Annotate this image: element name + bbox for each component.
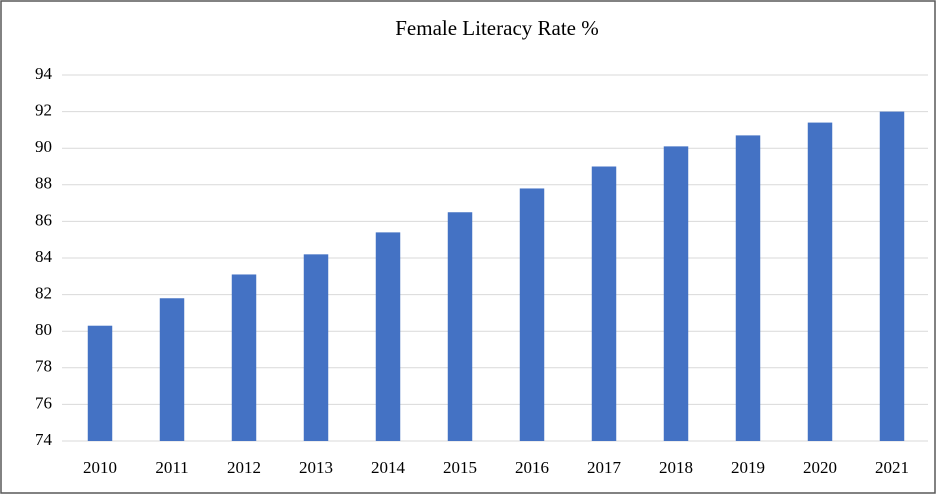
x-tick-label: 2013	[299, 458, 333, 477]
y-tick-label: 82	[35, 284, 52, 303]
bar	[447, 212, 473, 441]
y-tick-label: 86	[35, 210, 52, 229]
bar	[735, 135, 761, 441]
bar	[87, 325, 113, 441]
y-tick-label: 78	[35, 357, 52, 376]
x-tick-label: 2018	[659, 458, 693, 477]
y-tick-label: 76	[35, 393, 52, 412]
bar	[807, 122, 833, 441]
y-tick-label: 88	[35, 174, 52, 193]
y-tick-label: 74	[35, 430, 53, 449]
bar	[231, 274, 257, 441]
y-tick-label: 92	[35, 101, 52, 120]
x-tick-label: 2021	[875, 458, 909, 477]
x-tick-label: 2011	[155, 458, 188, 477]
x-tick-label: 2012	[227, 458, 261, 477]
y-tick-label: 80	[35, 320, 52, 339]
x-tick-label: 2010	[83, 458, 117, 477]
chart-title: Female Literacy Rate %	[395, 16, 599, 40]
x-tick-label: 2014	[371, 458, 406, 477]
bar	[303, 254, 329, 441]
y-tick-label: 94	[35, 64, 53, 83]
bar	[591, 166, 617, 441]
y-tick-label: 84	[35, 247, 53, 266]
bar	[375, 232, 401, 441]
x-tick-label: 2020	[803, 458, 837, 477]
bar	[519, 188, 545, 441]
bar	[663, 146, 689, 441]
y-tick-label: 90	[35, 137, 52, 156]
bar	[159, 298, 185, 441]
x-tick-label: 2019	[731, 458, 765, 477]
bar	[879, 111, 905, 441]
x-tick-label: 2015	[443, 458, 477, 477]
x-tick-label: 2016	[515, 458, 549, 477]
x-tick-label: 2017	[587, 458, 622, 477]
